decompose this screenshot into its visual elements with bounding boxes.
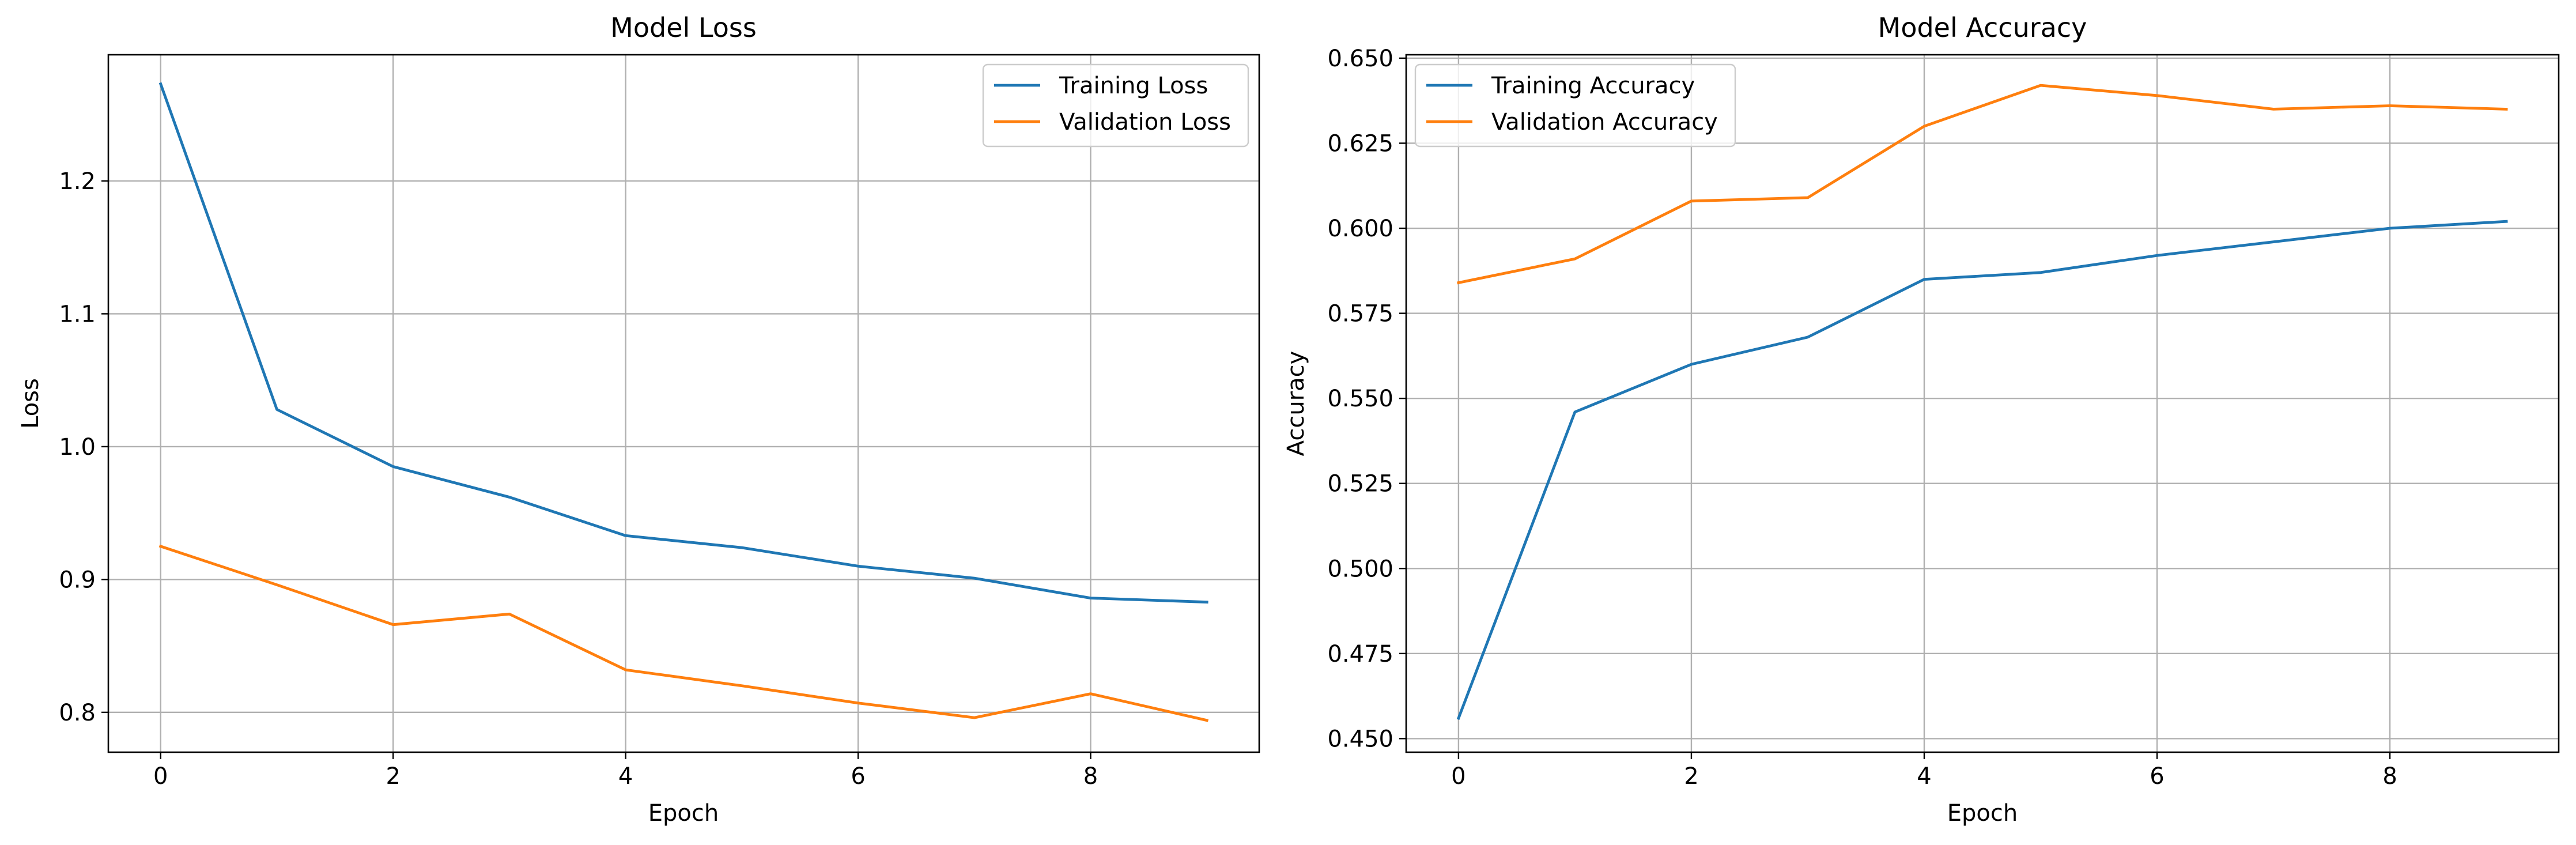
accuracy-series-line-validation-accuracy (1457, 84, 2508, 285)
accuracy-chart: 0 2 4 6 8 0.450 0.475 0.500 0.525 0.550 0.575 0.600… (1283, 12, 2560, 827)
loss-x-tick-label: 6 (851, 763, 865, 790)
accuracy-y-tick-label: 0.650 (1327, 46, 1393, 72)
accuracy-y-tick-label: 0.525 (1327, 471, 1393, 497)
accuracy-ticks: 0 2 4 6 8 0.450 0.475 0.500 0.525 0.550 0.575 0.600… (1327, 46, 2397, 790)
accuracy-chart-title: Model Accuracy (1878, 12, 2087, 43)
loss-chart-title: Model Loss (610, 12, 757, 43)
accuracy-y-axis-label: Accuracy (1283, 351, 1309, 457)
loss-series-line-training-loss (158, 82, 1208, 604)
loss-series (158, 82, 1209, 722)
loss-x-tick-label: 0 (153, 763, 168, 790)
accuracy-legend-box (1414, 63, 1736, 148)
loss-y-tick-label: 1.2 (59, 168, 96, 195)
accuracy-legend: Training Accuracy Validation Accuracy (1414, 63, 1736, 148)
accuracy-y-tick-label: 0.475 (1327, 641, 1393, 667)
accuracy-y-tick-label: 0.550 (1327, 386, 1393, 412)
accuracy-grid (1406, 55, 2559, 752)
accuracy-x-tick-label: 8 (2382, 763, 2397, 790)
accuracy-y-tick-label: 0.500 (1327, 556, 1393, 582)
loss-grid (108, 55, 1259, 752)
loss-legend-box (982, 63, 1249, 148)
accuracy-x-tick-label: 0 (1451, 763, 1465, 790)
loss-y-tick-label: 1.1 (59, 301, 96, 327)
loss-y-tick-label: 1.0 (59, 434, 96, 461)
accuracy-y-tick-label: 0.600 (1327, 216, 1393, 242)
loss-ticks: 0 2 4 6 8 0.8 0.9 1.0 1.1 1.2 (59, 168, 1098, 790)
accuracy-y-tick-label: 0.450 (1327, 726, 1393, 752)
loss-y-tick-label: 0.8 (59, 700, 96, 726)
accuracy-x-tick-label: 2 (1684, 763, 1698, 790)
loss-legend-label-validation: Validation Loss (1059, 109, 1231, 135)
loss-series-line-validation-loss (158, 544, 1209, 722)
accuracy-axes-frame (1405, 54, 2560, 753)
loss-y-axis-label: Loss (17, 378, 44, 429)
accuracy-legend-label-training: Training Accuracy (1491, 73, 1695, 99)
accuracy-x-tick-label: 4 (1917, 763, 1931, 790)
accuracy-legend-label-validation: Validation Accuracy (1491, 109, 1718, 135)
loss-x-tick-label: 2 (386, 763, 400, 790)
accuracy-y-tick-label: 0.575 (1327, 301, 1393, 327)
loss-axes-frame (107, 54, 1260, 753)
accuracy-x-axis-label: Epoch (1947, 800, 2018, 827)
loss-x-tick-label: 4 (618, 763, 633, 790)
loss-legend-label-training: Training Loss (1059, 73, 1208, 99)
loss-y-tick-label: 0.9 (59, 567, 96, 593)
loss-chart: 0 2 4 6 8 0.8 0.9 1.0 1.1 1.2 Model Loss Epoch Lo… (17, 12, 1260, 827)
accuracy-x-tick-label: 6 (2150, 763, 2164, 790)
accuracy-y-tick-label: 0.625 (1327, 130, 1393, 157)
loss-x-axis-label: Epoch (648, 800, 719, 827)
accuracy-series (1456, 84, 2508, 720)
loss-x-tick-label: 8 (1083, 763, 1098, 790)
loss-legend: Training Loss Validation Loss (982, 63, 1249, 148)
accuracy-series-line-training-accuracy (1456, 220, 2508, 720)
